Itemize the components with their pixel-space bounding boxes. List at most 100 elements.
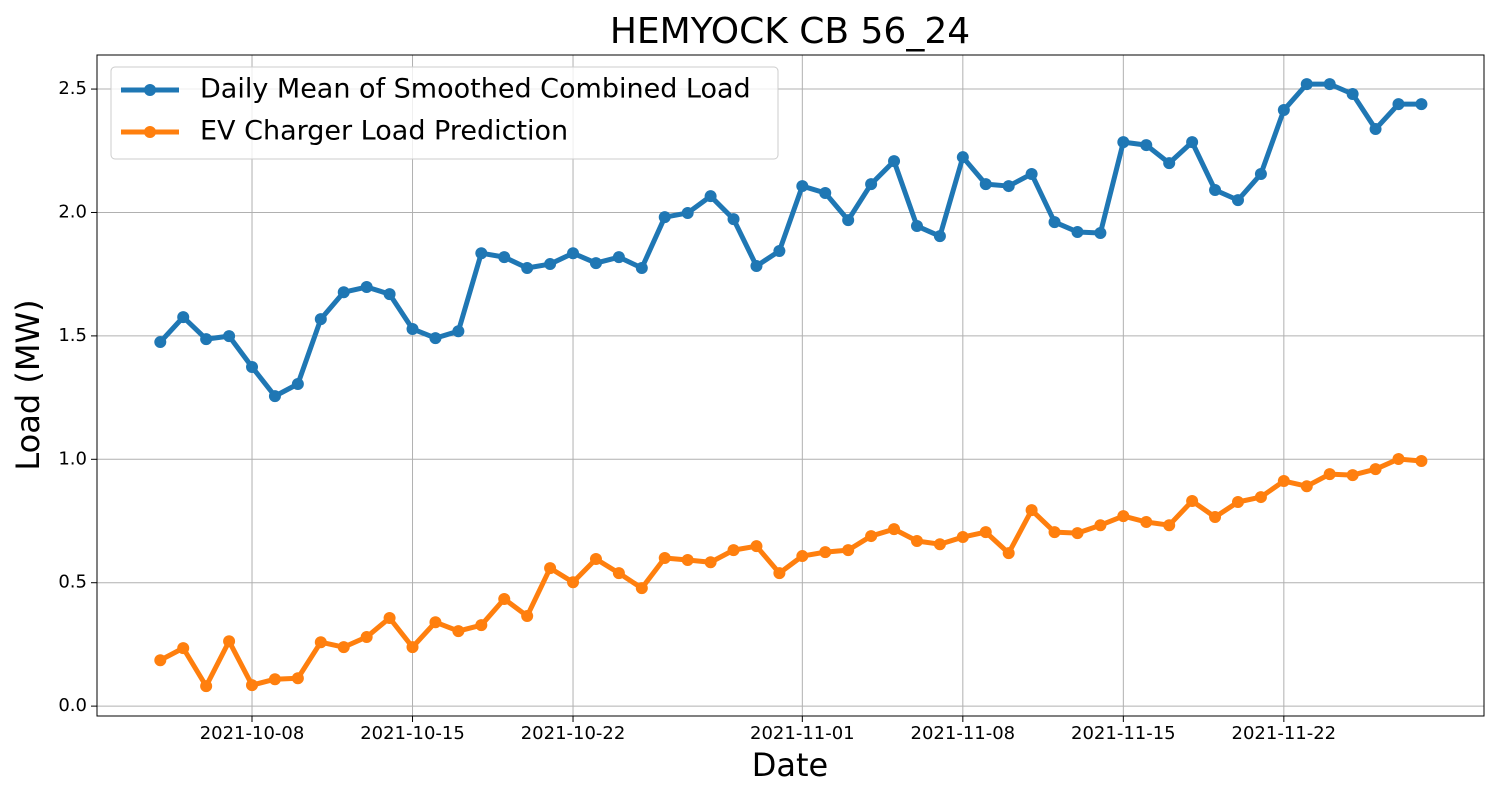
data-point (842, 214, 855, 227)
data-point (1209, 184, 1222, 197)
data-point (246, 679, 259, 692)
legend-label: Daily Mean of Smoothed Combined Load (200, 74, 751, 105)
data-point (681, 554, 694, 567)
data-point (842, 544, 855, 557)
data-point (979, 526, 992, 539)
data-point (1163, 519, 1176, 532)
data-point (635, 582, 648, 595)
data-point (589, 553, 602, 566)
data-point (314, 636, 327, 649)
x-tick-label: 2021-11-22 (1232, 723, 1337, 744)
plot-frame (96, 54, 1485, 717)
data-point (933, 230, 946, 243)
data-point (704, 190, 717, 203)
data-point (1048, 216, 1061, 229)
data-point (796, 180, 809, 193)
data-point (1323, 78, 1336, 91)
data-point (1094, 226, 1107, 239)
data-point (750, 540, 763, 553)
data-point (681, 206, 694, 219)
data-point (933, 538, 946, 551)
data-point (337, 641, 350, 654)
data-point (1392, 453, 1405, 466)
data-point (1231, 194, 1244, 207)
data-point (223, 635, 236, 648)
data-point (1048, 526, 1061, 539)
data-point (268, 390, 281, 403)
data-point (796, 550, 809, 563)
data-point (498, 251, 511, 264)
data-point (658, 552, 671, 565)
legend-box (110, 66, 779, 160)
data-point (521, 262, 534, 275)
data-point (865, 530, 878, 543)
data-point (773, 567, 786, 580)
data-point (268, 673, 281, 686)
x-tick-label: 2021-10-08 (200, 723, 305, 744)
data-point (383, 612, 396, 625)
data-point (154, 654, 167, 667)
data-point (1186, 136, 1199, 149)
data-point (1117, 510, 1130, 523)
data-point (1277, 104, 1290, 117)
data-point (1254, 167, 1267, 180)
data-point (200, 333, 213, 346)
y-tick-label: 1.0 (58, 448, 87, 469)
data-point (1094, 519, 1107, 532)
data-point (544, 562, 557, 575)
data-point (956, 531, 969, 544)
x-tick-label: 2021-11-01 (750, 723, 855, 744)
data-point (888, 155, 901, 168)
y-tick-label: 0.0 (58, 695, 87, 716)
data-point (406, 322, 419, 335)
data-point (819, 546, 832, 559)
data-point (291, 672, 304, 685)
data-point (1002, 547, 1015, 560)
data-point (727, 544, 740, 557)
data-point (1002, 180, 1015, 193)
data-point (567, 247, 580, 260)
data-point (1071, 225, 1084, 238)
y-tick-label: 0.5 (58, 572, 87, 593)
data-point (246, 360, 259, 373)
data-point (360, 631, 373, 644)
series-line (159, 456, 1422, 689)
data-point (1140, 515, 1153, 528)
data-point (314, 313, 327, 326)
data-point (888, 523, 901, 536)
legend-label: EV Charger Load Prediction (200, 116, 568, 147)
data-point (498, 593, 511, 606)
data-point (544, 258, 557, 271)
data-point (475, 619, 488, 632)
data-point (1231, 496, 1244, 509)
data-point (406, 641, 419, 654)
data-point (1163, 157, 1176, 170)
data-point (475, 247, 488, 260)
data-point (567, 576, 580, 589)
data-point (589, 257, 602, 270)
data-point (1140, 139, 1153, 152)
data-point (1117, 136, 1130, 149)
x-tick-label: 2021-11-08 (911, 723, 1016, 744)
data-point (429, 332, 442, 345)
data-point (1369, 463, 1382, 476)
legend-marker (144, 126, 156, 138)
data-point (612, 567, 625, 580)
data-point (154, 336, 167, 349)
data-point (1300, 78, 1313, 91)
x-tick-label: 2021-10-22 (521, 723, 626, 744)
data-point (819, 186, 832, 199)
data-point (1071, 527, 1084, 540)
data-point (910, 535, 923, 548)
y-tick-label: 2.5 (58, 78, 87, 99)
data-point (1323, 468, 1336, 481)
data-point (383, 288, 396, 301)
data-point (1300, 480, 1313, 493)
data-point (1415, 455, 1428, 468)
data-point (1025, 167, 1038, 180)
data-point (979, 178, 992, 191)
data-point (1415, 98, 1428, 111)
y-tick-label: 2.0 (58, 201, 87, 222)
data-point (1346, 87, 1359, 100)
